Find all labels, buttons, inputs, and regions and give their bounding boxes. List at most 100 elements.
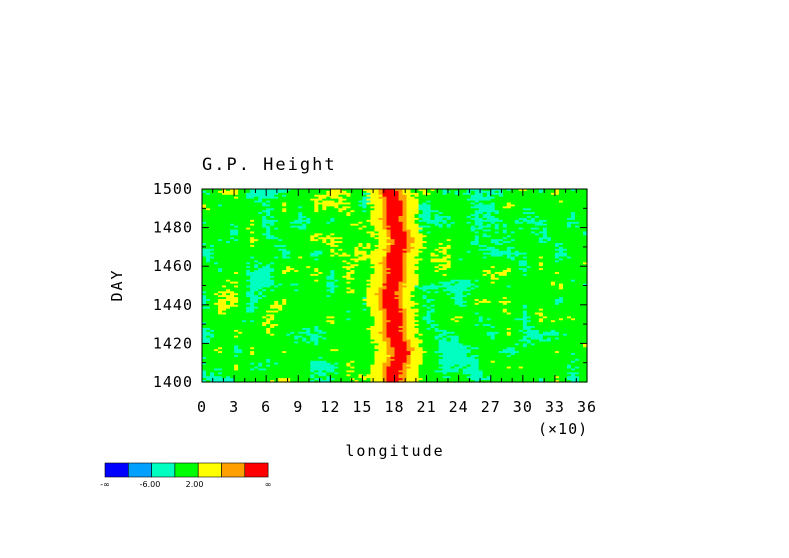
heatmap-cell bbox=[222, 189, 227, 192]
heatmap-cell bbox=[442, 248, 448, 252]
heatmap-cell bbox=[470, 217, 476, 221]
heatmap-cell bbox=[282, 235, 287, 238]
heatmap-cell bbox=[226, 214, 231, 217]
heatmap-cell bbox=[226, 225, 231, 229]
heatmap-cell bbox=[250, 219, 255, 223]
heatmap-cell bbox=[418, 202, 424, 206]
heatmap-cell bbox=[258, 210, 263, 213]
heatmap-cell bbox=[350, 270, 355, 273]
heatmap-cell bbox=[490, 275, 496, 279]
heatmap-cell bbox=[206, 192, 211, 196]
heatmap-cell bbox=[222, 210, 227, 213]
heatmap-cell bbox=[382, 216, 388, 219]
heatmap-cell bbox=[534, 194, 540, 198]
heatmap-cell bbox=[242, 235, 247, 238]
heatmap-cell bbox=[230, 268, 235, 271]
heatmap-cell bbox=[298, 246, 303, 250]
heatmap-cell bbox=[322, 277, 327, 281]
heatmap-cell bbox=[254, 204, 259, 207]
heatmap-cell bbox=[214, 221, 219, 225]
heatmap-cell bbox=[246, 212, 251, 215]
heatmap-cell bbox=[286, 190, 291, 194]
heatmap-cell bbox=[218, 216, 223, 219]
heatmap-cell bbox=[482, 200, 488, 204]
heatmap-cell bbox=[346, 256, 351, 260]
heatmap-cell bbox=[358, 204, 364, 207]
heatmap-cell bbox=[374, 233, 380, 236]
heatmap-cell bbox=[506, 233, 512, 236]
heatmap-cell bbox=[254, 250, 259, 254]
heatmap-cell bbox=[398, 268, 404, 271]
heatmap-cell bbox=[490, 287, 496, 290]
heatmap-cell bbox=[290, 287, 295, 290]
heatmap-cell bbox=[394, 208, 400, 211]
heatmap-cell bbox=[542, 194, 548, 198]
heatmap-cell bbox=[206, 206, 211, 209]
heatmap-cell bbox=[530, 219, 536, 223]
heatmap-cell bbox=[294, 200, 299, 204]
heatmap-cell bbox=[218, 194, 223, 198]
heatmap-cell bbox=[538, 287, 544, 290]
heatmap-cell bbox=[490, 268, 496, 271]
heatmap-cell bbox=[238, 227, 243, 231]
heatmap-cell bbox=[258, 200, 263, 204]
heatmap-cell bbox=[558, 194, 564, 198]
heatmap-cell bbox=[578, 239, 584, 242]
heatmap-cell bbox=[258, 189, 263, 192]
heatmap-cell bbox=[482, 204, 488, 207]
heatmap-cell bbox=[526, 264, 532, 267]
heatmap-cell bbox=[266, 287, 271, 290]
heatmap-cell bbox=[298, 227, 303, 231]
heatmap-cell bbox=[470, 250, 476, 254]
heatmap-cell bbox=[478, 233, 484, 236]
heatmap-cell bbox=[538, 262, 544, 265]
heatmap-cell bbox=[438, 233, 444, 236]
heatmap-cell bbox=[414, 223, 420, 227]
heatmap-cell bbox=[382, 248, 388, 252]
heatmap-cell bbox=[358, 227, 364, 231]
heatmap-cell bbox=[266, 246, 271, 250]
heatmap-cell bbox=[298, 202, 303, 206]
heatmap-cell bbox=[230, 252, 235, 256]
heatmap-cell bbox=[222, 219, 227, 223]
heatmap-cell bbox=[550, 239, 556, 242]
heatmap-cell bbox=[574, 271, 580, 275]
heatmap-cell bbox=[202, 192, 207, 196]
heatmap-cell bbox=[250, 287, 255, 290]
heatmap-cell bbox=[290, 258, 295, 262]
heatmap-cell bbox=[274, 268, 279, 271]
heatmap-cell bbox=[394, 246, 400, 250]
heatmap-cell bbox=[394, 206, 400, 209]
heatmap-cell bbox=[426, 204, 432, 207]
heatmap-cell bbox=[230, 227, 235, 231]
heatmap-cell bbox=[554, 275, 560, 279]
heatmap-cell bbox=[446, 285, 452, 289]
heatmap-cell bbox=[214, 250, 219, 254]
heatmap-cell bbox=[502, 221, 508, 225]
heatmap-cell bbox=[406, 239, 412, 242]
heatmap-cell bbox=[394, 214, 400, 217]
heatmap-cell bbox=[574, 283, 580, 287]
heatmap-cell bbox=[222, 204, 227, 207]
heatmap-cell bbox=[234, 196, 239, 200]
heatmap-cell bbox=[582, 270, 588, 273]
heatmap-cell bbox=[306, 216, 311, 219]
heatmap-cell bbox=[518, 287, 524, 290]
heatmap-cell bbox=[418, 283, 424, 287]
heatmap-cell bbox=[314, 256, 319, 260]
heatmap-cell bbox=[326, 270, 331, 273]
heatmap-cell bbox=[326, 268, 331, 271]
heatmap-cell bbox=[350, 219, 355, 223]
heatmap-cell bbox=[514, 221, 520, 225]
heatmap-cell bbox=[446, 221, 452, 225]
heatmap-cell bbox=[474, 237, 480, 240]
heatmap-cell bbox=[406, 250, 412, 254]
heatmap-cell bbox=[258, 281, 263, 285]
heatmap-cell bbox=[450, 229, 456, 233]
heatmap-cell bbox=[406, 237, 412, 240]
heatmap-cell bbox=[350, 266, 355, 269]
heatmap-cell bbox=[230, 285, 235, 289]
heatmap-cell bbox=[350, 262, 355, 265]
heatmap-cell bbox=[394, 248, 400, 252]
heatmap-cell bbox=[330, 258, 335, 262]
